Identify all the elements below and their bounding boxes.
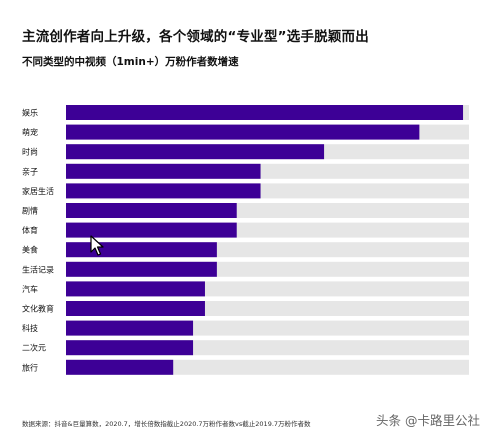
- bar: [66, 163, 261, 179]
- category-label: 旅行: [22, 362, 38, 372]
- bar: [66, 301, 205, 316]
- category-label: 娱乐: [22, 108, 38, 118]
- bar: [66, 124, 420, 140]
- bar: [66, 242, 217, 258]
- category-label: 萌宠: [22, 127, 38, 137]
- bar: [66, 203, 237, 218]
- chart-title: 主流创作者向上升级，各个领域的“专业型”选手脱颖而出: [22, 29, 369, 45]
- bar: [66, 183, 261, 199]
- bar: [66, 340, 194, 356]
- category-label: 体育: [22, 225, 38, 235]
- category-label: 二次元: [22, 343, 46, 353]
- category-label: 亲子: [22, 166, 38, 176]
- category-label: 家居生活: [22, 186, 54, 196]
- category-label: 科技: [22, 323, 38, 333]
- category-label: 美食: [22, 245, 38, 255]
- bar: [66, 105, 464, 120]
- bar: [66, 261, 217, 277]
- mouse-cursor-icon: [90, 235, 104, 256]
- bar: [66, 281, 205, 297]
- bar: [66, 222, 237, 238]
- category-label: 剧情: [22, 206, 38, 216]
- chart-subtitle: 不同类型的中视频（1min+）万粉作者数增速: [22, 56, 239, 68]
- category-label: 文化教育: [22, 304, 54, 314]
- category-label: 汽车: [22, 284, 38, 294]
- bar: [66, 359, 174, 375]
- watermark: 头条 @卡路里公社: [376, 413, 480, 428]
- category-label: 时尚: [22, 147, 38, 157]
- source-note: 数据来源：抖音&巨量算数，2020.7，增长倍数指截止2020.7万粉作者数vs…: [22, 420, 311, 428]
- bar: [66, 144, 325, 160]
- category-label: 生活记录: [22, 264, 54, 274]
- bar: [66, 320, 194, 336]
